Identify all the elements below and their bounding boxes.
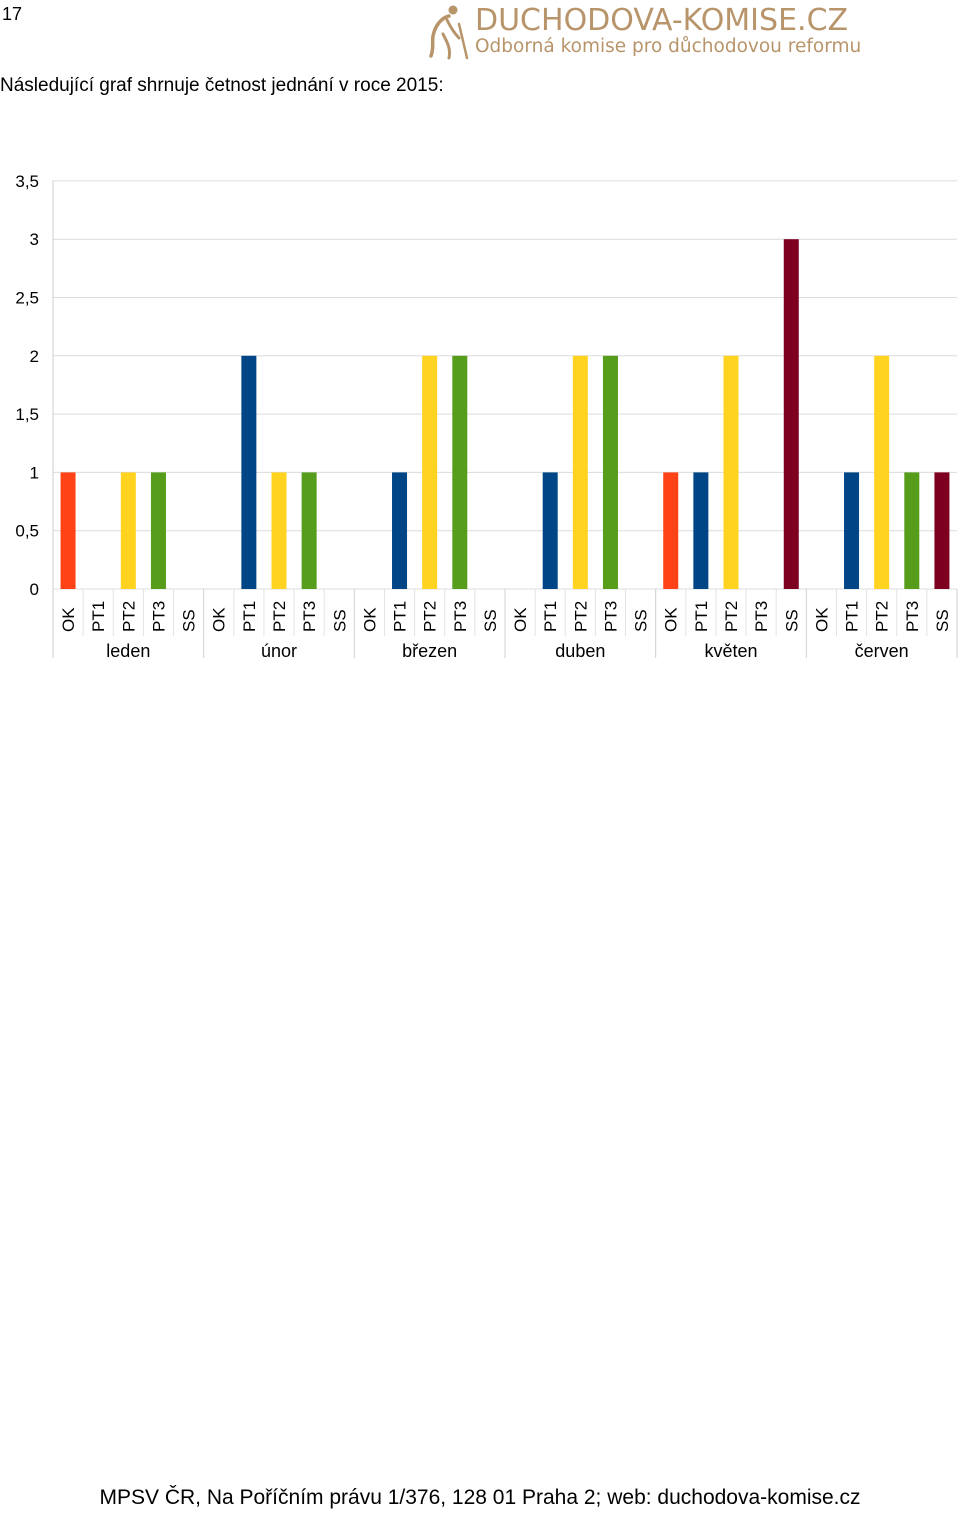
x-subcategory-label: PT2 bbox=[571, 601, 590, 632]
bar bbox=[783, 239, 799, 589]
bar bbox=[392, 472, 408, 589]
y-tick-label: 3,5 bbox=[15, 172, 39, 191]
x-subcategory-label: PT1 bbox=[541, 601, 560, 632]
x-group-label: únor bbox=[261, 641, 297, 661]
elder-walking-icon bbox=[429, 5, 469, 60]
bar bbox=[452, 355, 468, 589]
x-subcategory-label: PT3 bbox=[752, 601, 771, 632]
bar bbox=[120, 472, 136, 589]
logo-subtitle: Odborná komise pro důchodovou reformu bbox=[475, 36, 862, 57]
logo-title: DUCHODOVA-KOMISE.CZ bbox=[475, 3, 849, 38]
page-number: 17 bbox=[2, 4, 23, 24]
y-tick-label: 2 bbox=[30, 347, 39, 366]
x-subcategory-label: PT3 bbox=[149, 601, 168, 632]
x-subcategory-label: PT2 bbox=[873, 601, 892, 632]
x-subcategory-label: OK bbox=[59, 607, 78, 632]
bar bbox=[271, 472, 287, 589]
bar bbox=[663, 472, 679, 589]
x-subcategory-label: PT1 bbox=[692, 601, 711, 632]
x-subcategory-label: PT3 bbox=[451, 601, 470, 632]
bar bbox=[422, 355, 438, 589]
bar bbox=[602, 355, 618, 589]
x-subcategory-label: PT2 bbox=[119, 601, 138, 632]
x-subcategory-label: OK bbox=[360, 607, 379, 632]
bar bbox=[542, 472, 558, 589]
x-subcategory-label: PT2 bbox=[722, 601, 741, 632]
x-subcategory-label: PT1 bbox=[240, 601, 259, 632]
bar bbox=[723, 355, 739, 589]
y-tick-label: 3 bbox=[30, 230, 39, 249]
x-group-label: leden bbox=[106, 641, 150, 661]
y-tick-label: 0,5 bbox=[15, 522, 39, 541]
bar bbox=[60, 472, 76, 589]
x-subcategory-label: PT3 bbox=[300, 601, 319, 632]
x-group-label: březen bbox=[402, 641, 457, 661]
bar bbox=[874, 355, 890, 589]
bar bbox=[904, 472, 920, 589]
bar bbox=[241, 355, 257, 589]
y-tick-label: 2,5 bbox=[15, 289, 39, 308]
bar bbox=[301, 472, 317, 589]
x-subcategory-label: PT1 bbox=[843, 601, 862, 632]
x-subcategory-label: PT1 bbox=[391, 601, 410, 632]
bar bbox=[693, 472, 709, 589]
x-subcategory-label: OK bbox=[210, 607, 229, 632]
intro-text: Následující graf shrnuje četnost jednání… bbox=[0, 75, 444, 96]
bar bbox=[934, 472, 950, 589]
y-tick-label: 1,5 bbox=[15, 405, 39, 424]
x-group-label: květen bbox=[704, 641, 757, 661]
logo: DUCHODOVA-KOMISE.CZ Odborná komise pro d… bbox=[425, 2, 925, 62]
y-tick-label: 1 bbox=[30, 463, 39, 482]
x-subcategory-label: PT2 bbox=[270, 601, 289, 632]
bar bbox=[844, 472, 860, 589]
x-group-label: červen bbox=[855, 641, 909, 661]
x-subcategory-label: OK bbox=[511, 607, 530, 632]
x-subcategory-label: OK bbox=[662, 607, 681, 632]
x-subcategory-label: SS bbox=[481, 609, 500, 632]
x-subcategory-label: SS bbox=[782, 609, 801, 632]
x-subcategory-label: PT3 bbox=[601, 601, 620, 632]
bar-chart: 0 0,5 1 1,5 2 2,5 3 3,5 OK PT1 PT2 PT3 SS leden OK PT1 P… bbox=[15, 172, 958, 661]
x-subcategory-label: SS bbox=[180, 609, 199, 632]
y-tick-label: 0 bbox=[30, 580, 39, 599]
x-subcategory-label: SS bbox=[330, 609, 349, 632]
x-subcategory-label: SS bbox=[933, 609, 952, 632]
footer-text: MPSV ČR, Na Poříčním právu 1/376, 128 01… bbox=[99, 1486, 861, 1509]
x-subcategory-label: OK bbox=[812, 607, 831, 632]
x-subcategory-label: PT3 bbox=[903, 601, 922, 632]
bar bbox=[150, 472, 166, 589]
x-subcategory-label: PT2 bbox=[421, 601, 440, 632]
bar bbox=[572, 355, 588, 589]
x-subcategory-label: PT1 bbox=[89, 601, 108, 632]
x-group-label: duben bbox=[555, 641, 605, 661]
x-subcategory-label: SS bbox=[632, 609, 651, 632]
